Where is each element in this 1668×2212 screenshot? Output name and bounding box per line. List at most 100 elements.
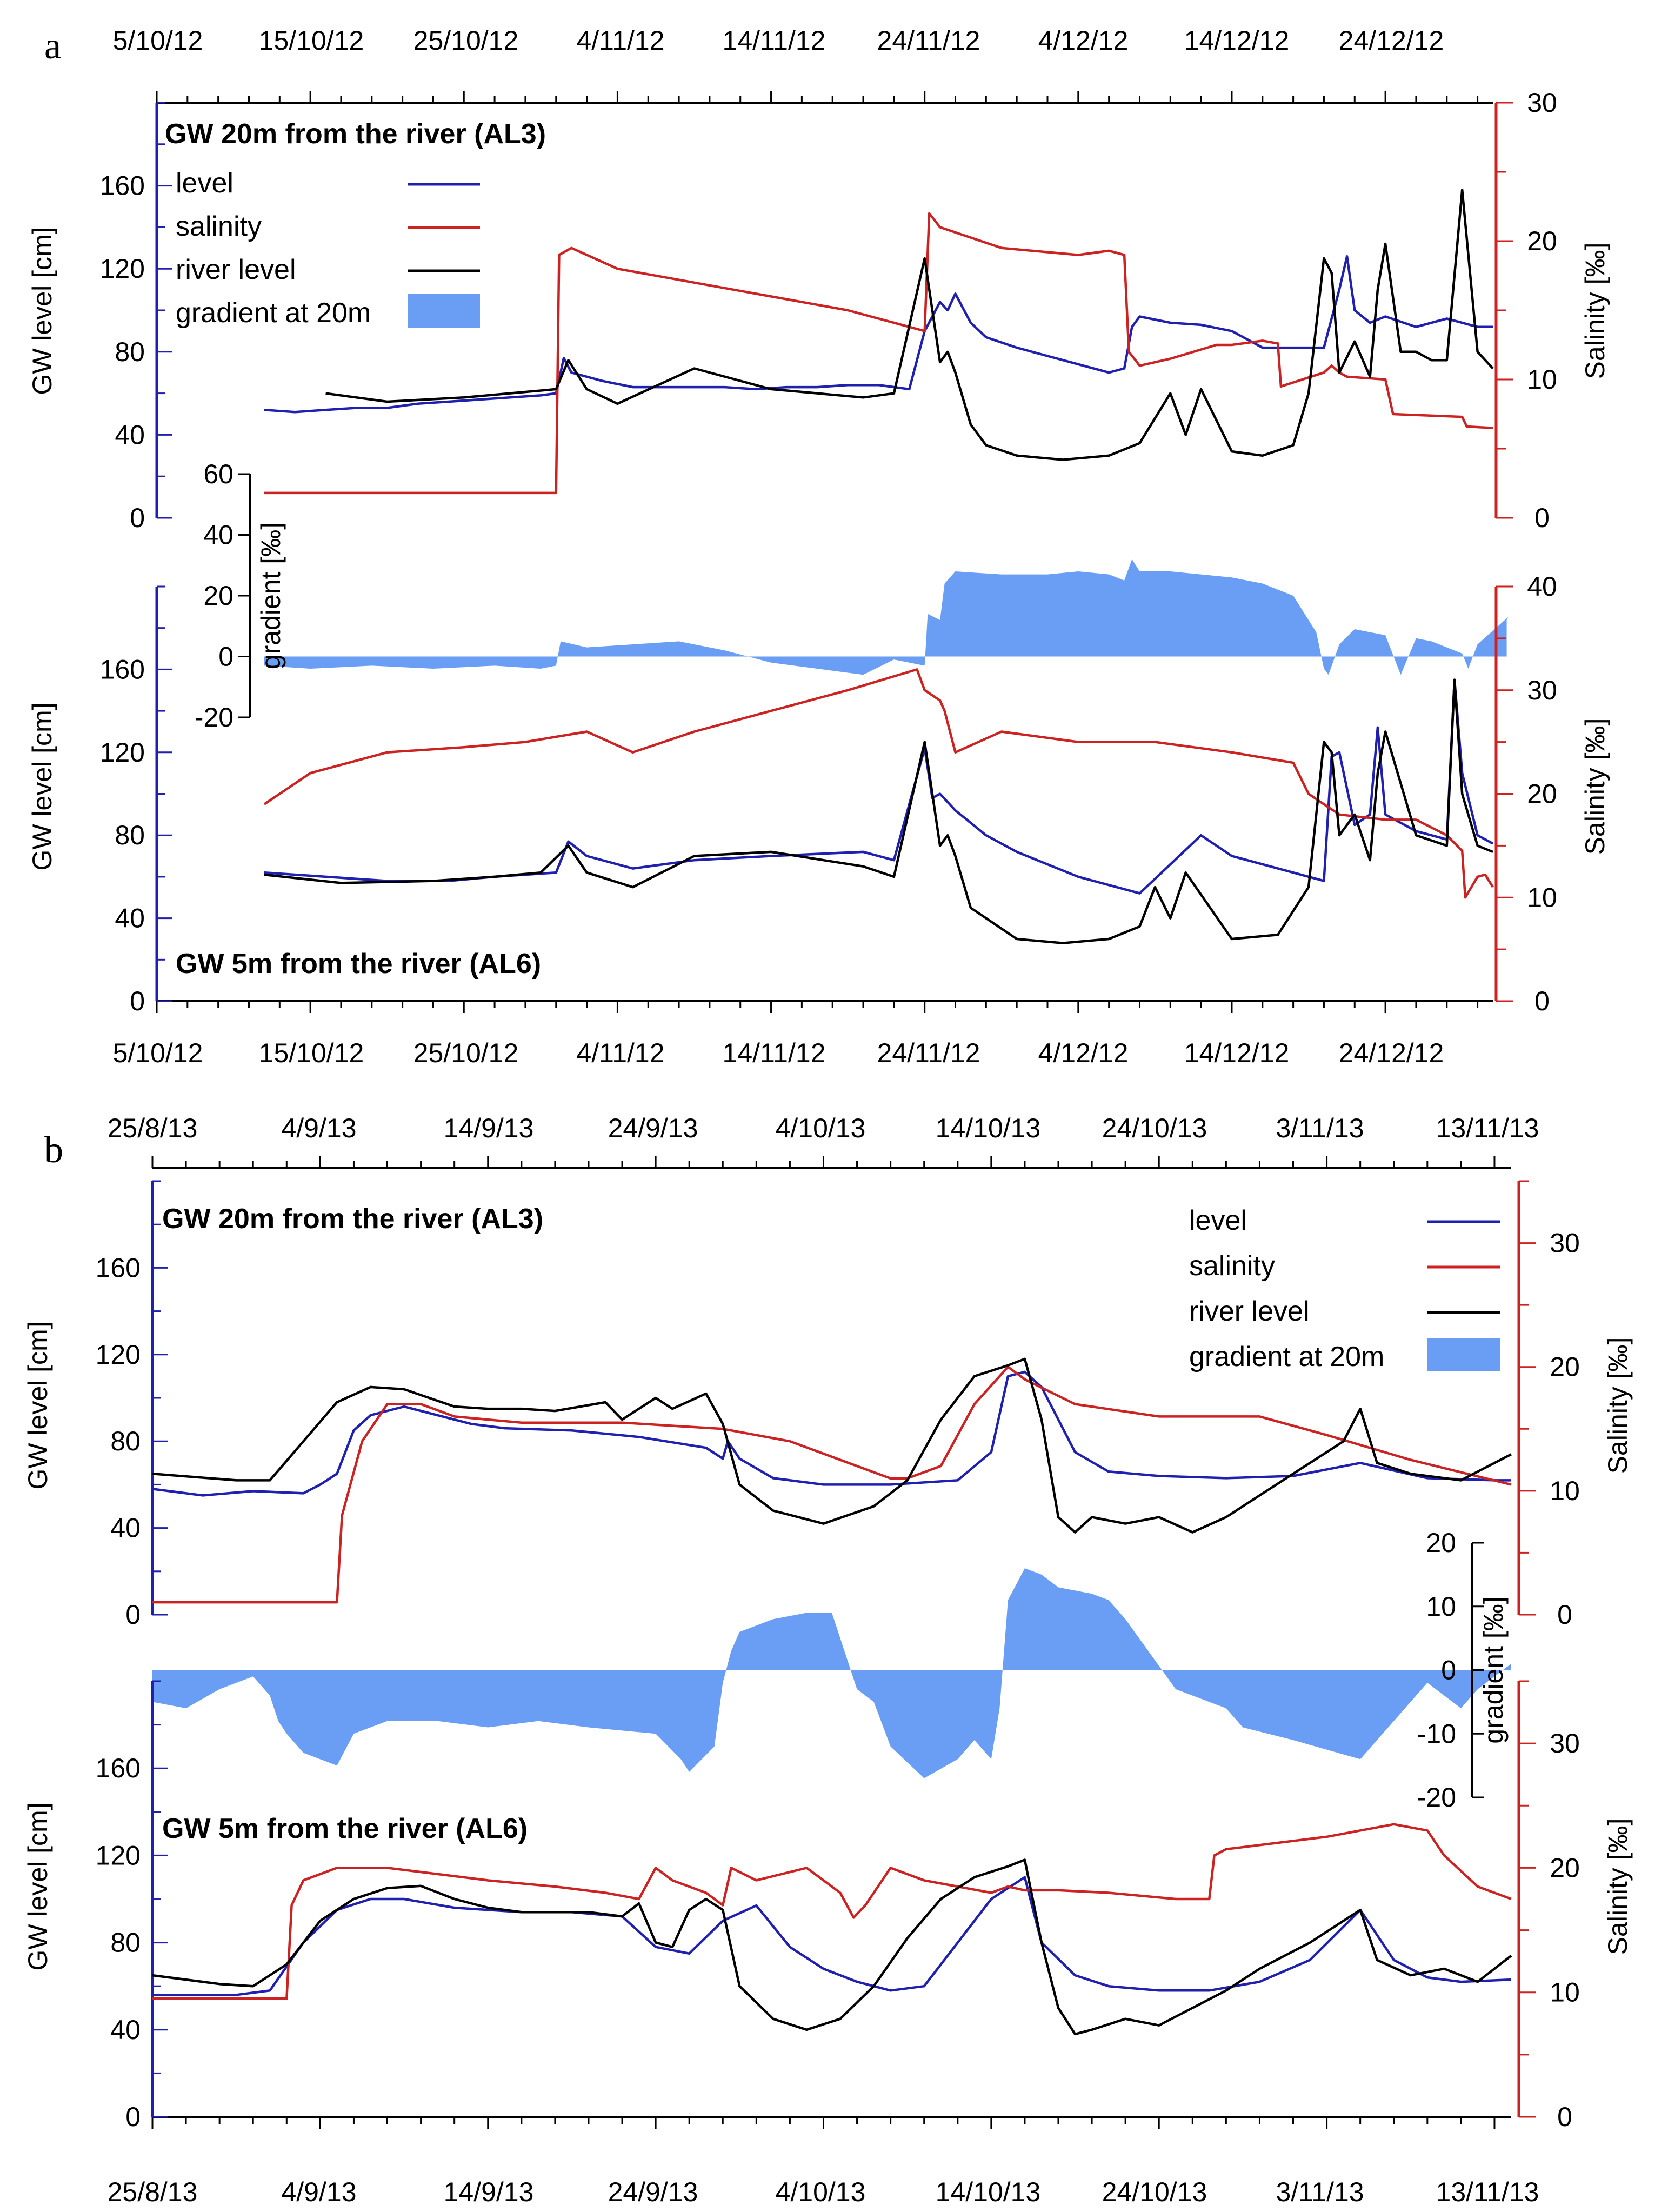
legend-label-gradient: gradient at 20m — [176, 297, 371, 329]
top-date-label: 14/11/12 — [723, 25, 826, 56]
legend-swatch-gradient — [408, 294, 480, 328]
bottom-date-label: 5/10/12 — [113, 1038, 203, 1068]
top-date-label: 4/12/12 — [1038, 25, 1129, 56]
right-tick-label: 0 — [1557, 2102, 1572, 2132]
left-tick-label: 80 — [110, 1426, 141, 1456]
bottom-date-label: 24/11/12 — [877, 1038, 980, 1068]
gradient-axis-label: gradient [‰] — [1478, 1596, 1509, 1743]
legend-label-river: river level — [1189, 1296, 1310, 1327]
bottom-date-label: 4/12/12 — [1038, 1038, 1129, 1068]
top-date-label: 4/9/13 — [281, 1113, 356, 1143]
top-date-label: 3/11/13 — [1276, 1113, 1364, 1143]
gradient-tick-label: -20 — [195, 702, 233, 732]
right-tick-label: 40 — [1527, 571, 1557, 602]
gradient-area — [152, 1568, 1511, 1778]
subplot-title: GW 20m from the river (AL3) — [165, 118, 546, 150]
bottom-date-label: 14/12/12 — [1184, 1038, 1290, 1068]
legend-label-gradient: gradient at 20m — [1189, 1341, 1384, 1372]
left-tick-label: 120 — [96, 1340, 141, 1370]
legend-label-salinity: salinity — [1189, 1250, 1275, 1282]
left-tick-label: 160 — [96, 1252, 141, 1283]
top-date-label: 13/11/13 — [1436, 1113, 1539, 1143]
river-line — [325, 189, 1494, 461]
right-tick-label: 20 — [1550, 1853, 1580, 1883]
right-tick-label: 30 — [1550, 1228, 1580, 1258]
top-date-label: 5/10/12 — [113, 25, 203, 56]
gradient-tick-label: 60 — [203, 459, 233, 489]
river-line — [152, 1357, 1512, 1534]
bottom-date-label: 24/12/12 — [1339, 1038, 1444, 1068]
bottom-date-label: 3/11/13 — [1276, 2177, 1364, 2207]
left-tick-label: 80 — [115, 820, 145, 850]
bottom-date-label: 25/10/12 — [413, 1038, 519, 1068]
right-tick-label: 0 — [1557, 1600, 1572, 1630]
right-tick-label: 10 — [1527, 882, 1557, 912]
left-tick-label: 0 — [130, 503, 145, 533]
right-tick-label: 10 — [1550, 1977, 1580, 2008]
river-line — [152, 1858, 1512, 2036]
top-date-label: 24/11/12 — [877, 25, 980, 56]
legend-label-level: level — [1189, 1205, 1247, 1236]
left-tick-label: 120 — [100, 737, 145, 768]
right-tick-label: 30 — [1527, 675, 1557, 705]
right-axis-label: Salinity [‰] — [1580, 243, 1610, 379]
salinity-line — [263, 668, 1494, 899]
left-tick-label: 120 — [100, 254, 145, 284]
gradient-tick-label: 20 — [1426, 1528, 1456, 1558]
left-tick-label: 160 — [100, 171, 145, 201]
salinity-line — [264, 212, 1493, 495]
bottom-date-label: 4/9/13 — [281, 2177, 356, 2207]
legend-label-salinity: salinity — [176, 211, 262, 242]
bottom-date-label: 14/11/12 — [723, 1038, 826, 1068]
left-tick-label: 40 — [110, 1513, 141, 1543]
gradient-tick-label: 0 — [218, 642, 233, 672]
bottom-date-label: 24/9/13 — [608, 2177, 698, 2207]
gradient-tick-label: -20 — [1417, 1782, 1456, 1813]
top-date-label: 4/10/13 — [776, 1113, 866, 1143]
subplot-title: GW 5m from the river (AL6) — [176, 948, 541, 980]
right-tick-label: 30 — [1550, 1728, 1580, 1758]
subplot-title: GW 5m from the river (AL6) — [162, 1813, 528, 1844]
legend-swatch-gradient — [1427, 1338, 1500, 1371]
bottom-date-label: 4/10/13 — [776, 2177, 866, 2207]
bottom-date-label: 14/9/13 — [444, 2177, 534, 2207]
left-axis-label: GW level [cm] — [27, 702, 57, 870]
left-tick-label: 80 — [115, 337, 145, 367]
top-date-label: 4/11/12 — [576, 25, 664, 56]
left-tick-label: 80 — [110, 1928, 141, 1958]
left-tick-label: 120 — [96, 1840, 141, 1870]
right-axis-label: Salinity [‰] — [1603, 1337, 1633, 1474]
top-date-label: 15/10/12 — [259, 25, 364, 56]
subplot-title: GW 20m from the river (AL3) — [162, 1203, 543, 1235]
left-tick-label: 160 — [100, 654, 145, 684]
right-axis-label: Salinity [‰] — [1603, 1818, 1633, 1955]
left-tick-label: 0 — [125, 2102, 141, 2132]
left-tick-label: 0 — [130, 986, 145, 1016]
gradient-tick-label: -10 — [1417, 1718, 1456, 1749]
legend-label-level: level — [176, 168, 233, 199]
left-axis-label: GW level [cm] — [23, 1321, 53, 1489]
bottom-date-label: 24/10/13 — [1102, 2177, 1207, 2207]
salinity-line — [152, 1823, 1512, 2000]
right-tick-label: 10 — [1550, 1476, 1580, 1506]
legend-label-river: river level — [176, 254, 296, 285]
river-line — [264, 678, 1493, 944]
bottom-date-label: 15/10/12 — [259, 1038, 364, 1068]
right-tick-label: 0 — [1534, 503, 1550, 533]
bottom-date-label: 13/11/13 — [1436, 2177, 1539, 2207]
panel-label: b — [44, 1129, 63, 1171]
level-line — [152, 1876, 1512, 1996]
left-tick-label: 0 — [125, 1600, 141, 1630]
top-date-label: 24/9/13 — [608, 1113, 698, 1143]
top-date-label: 24/10/13 — [1102, 1113, 1207, 1143]
gradient-tick-label: 40 — [203, 520, 233, 550]
top-date-label: 14/10/13 — [936, 1113, 1041, 1143]
right-tick-label: 20 — [1527, 779, 1557, 809]
gradient-area — [264, 559, 1509, 675]
gradient-axis-label: gradient [‰] — [256, 522, 286, 669]
right-tick-label: 20 — [1550, 1352, 1580, 1382]
right-tick-label: 0 — [1534, 986, 1550, 1016]
top-date-label: 25/8/13 — [108, 1113, 198, 1143]
level-line — [264, 255, 1493, 414]
